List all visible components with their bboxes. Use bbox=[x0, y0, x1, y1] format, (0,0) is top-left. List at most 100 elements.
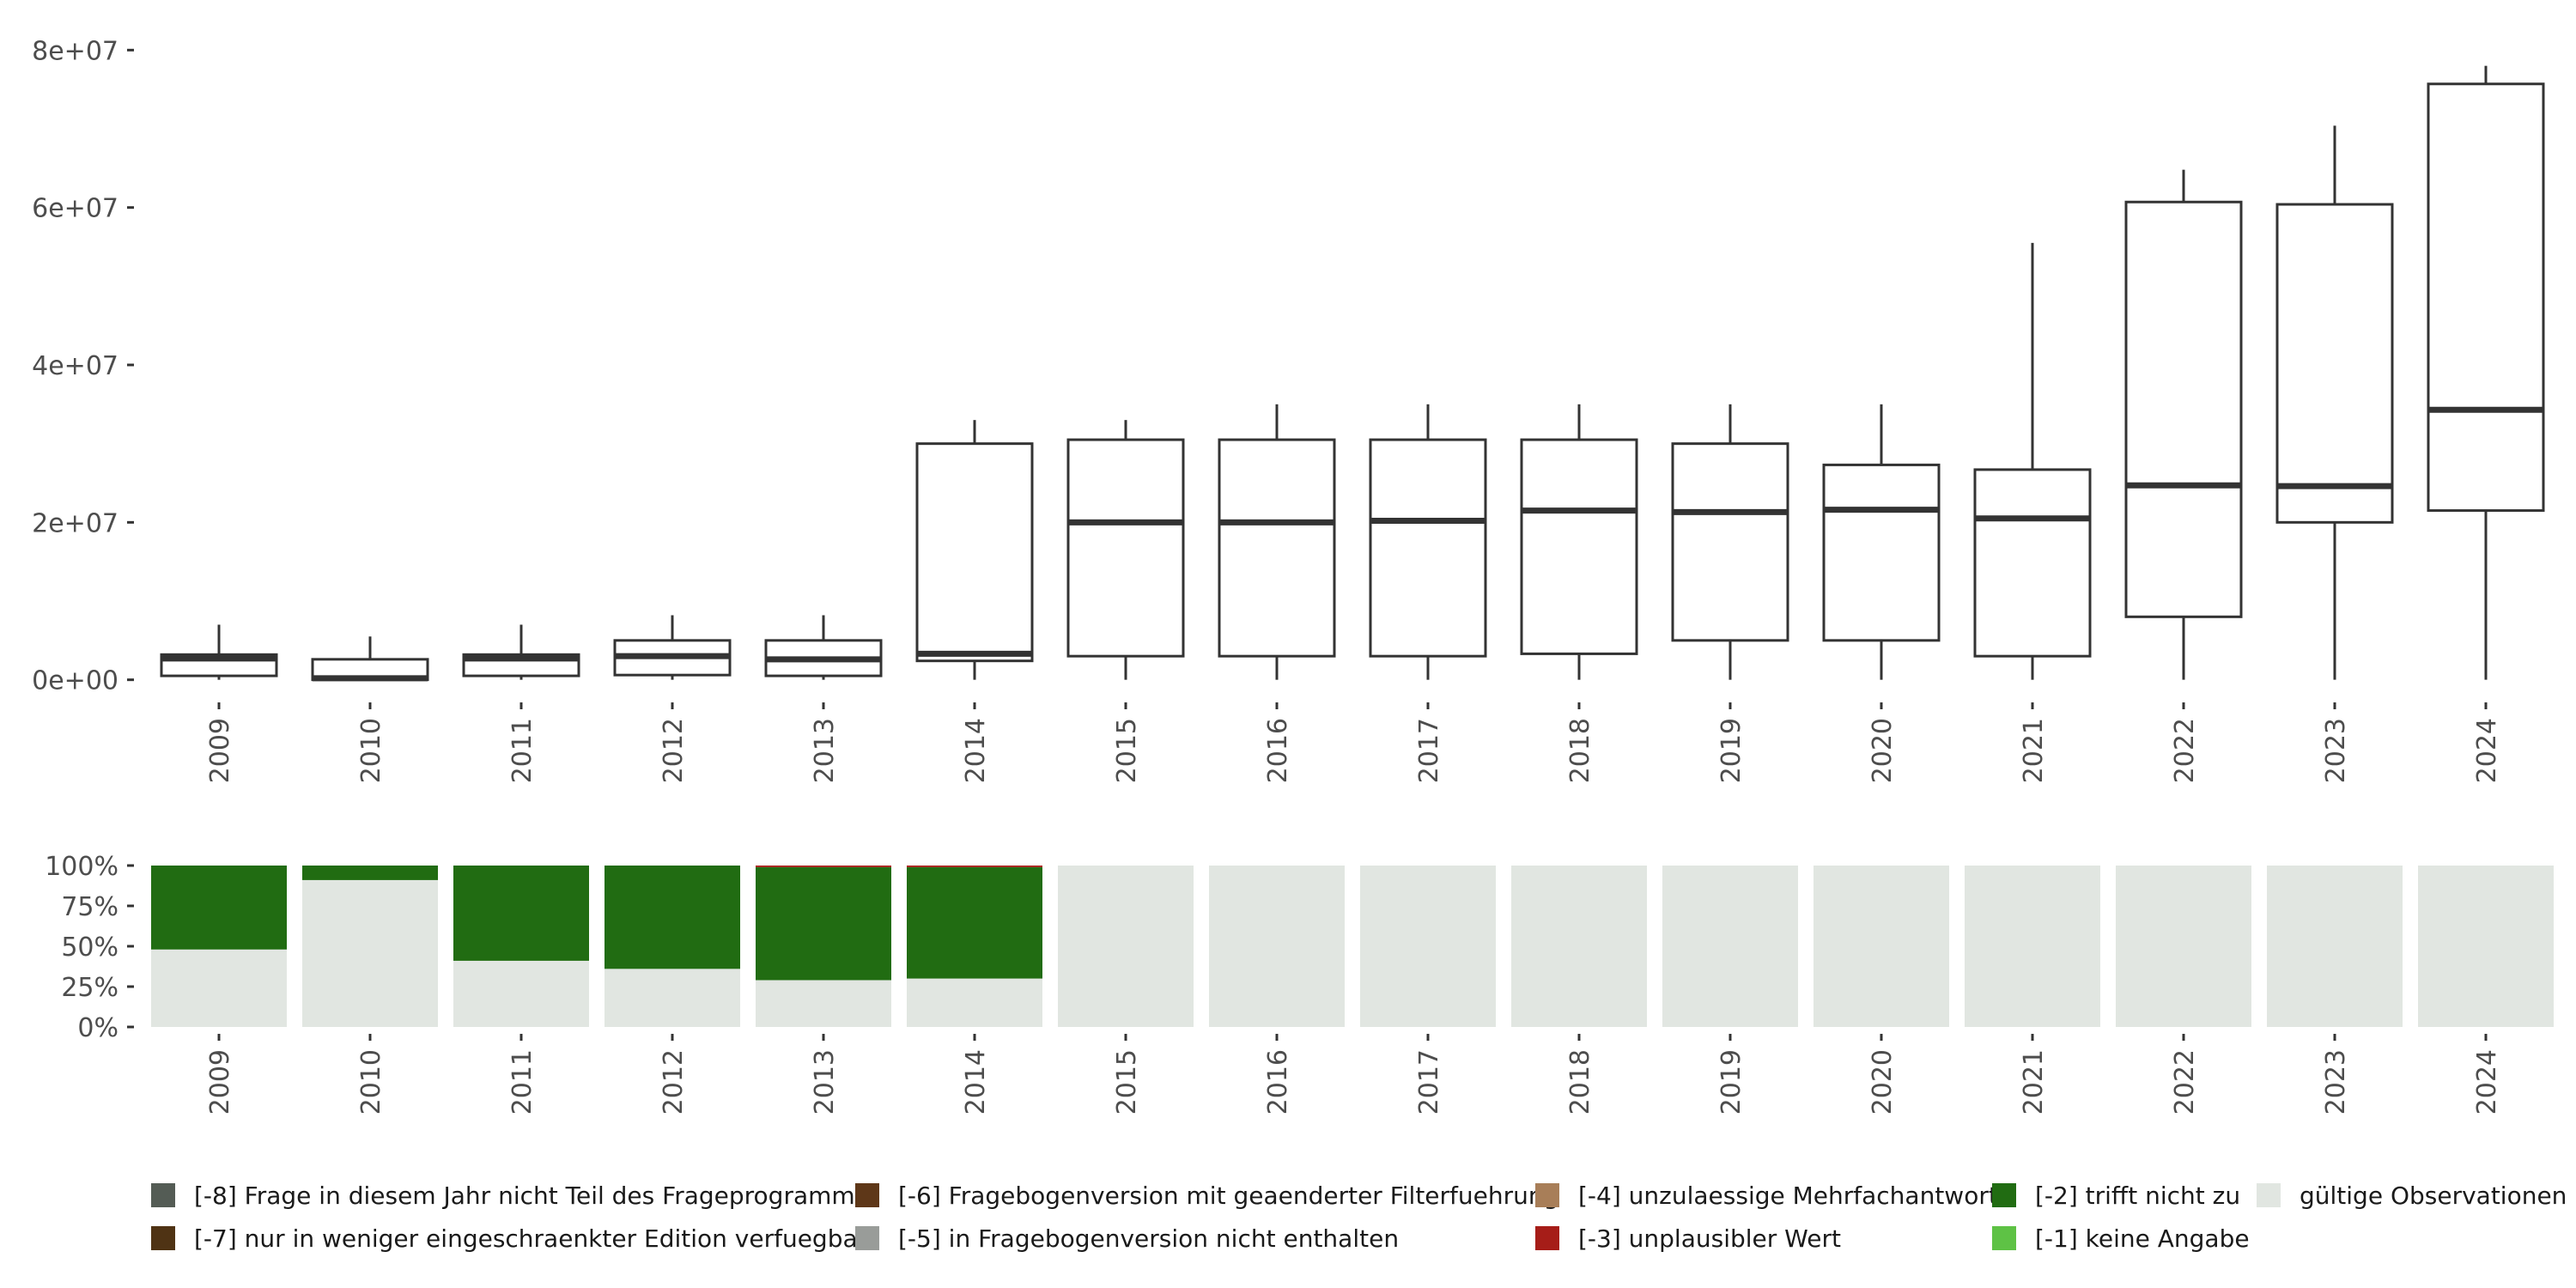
box-body bbox=[1973, 468, 2092, 658]
bar-2019 bbox=[1662, 866, 1798, 1027]
legend-label-minus5: [-5] in Fragebogenversion nicht enthalte… bbox=[898, 1224, 1400, 1253]
legend-item-minus5: [-5] in Fragebogenversion nicht enthalte… bbox=[855, 1219, 1399, 1257]
y-tick-label: 0e+00 bbox=[32, 666, 118, 696]
box-2014 bbox=[915, 420, 1034, 680]
legend-item-valid: gültige Observationen bbox=[2257, 1176, 2567, 1214]
bar-2021 bbox=[1965, 866, 2100, 1027]
box-2009 bbox=[160, 624, 278, 680]
legend-swatch-minus2 bbox=[1992, 1183, 2016, 1207]
box-2013 bbox=[764, 615, 883, 680]
bar-segment bbox=[302, 879, 438, 1027]
legend-item-minus1: [-1] keine Angabe bbox=[1992, 1219, 2250, 1257]
legend-label-minus1: [-1] keine Angabe bbox=[2035, 1224, 2250, 1253]
bar-segment bbox=[1058, 866, 1194, 1027]
x-tick-label: 2011 bbox=[507, 718, 538, 783]
box-body bbox=[1369, 438, 1487, 658]
x-tick-label: 2022 bbox=[2170, 1049, 2200, 1115]
bar-segment bbox=[1360, 866, 1496, 1027]
box-body bbox=[2124, 200, 2243, 618]
bar-segment bbox=[605, 969, 740, 1027]
bar-2010 bbox=[302, 866, 438, 1027]
x-tick-label: 2019 bbox=[1716, 1049, 1747, 1115]
x-tick-label: 2017 bbox=[1414, 718, 1444, 783]
legend-swatch-minus5 bbox=[855, 1226, 879, 1250]
x-tick-label: 2014 bbox=[961, 1049, 991, 1115]
bar-segment bbox=[907, 866, 1042, 867]
x-tick-label: 2012 bbox=[659, 718, 689, 783]
bar-segment bbox=[907, 978, 1042, 1027]
x-tick-label: 2018 bbox=[1565, 1049, 1595, 1115]
legend-swatch-valid bbox=[2257, 1183, 2281, 1207]
bar-segment bbox=[2418, 866, 2554, 1027]
boxplot-panel: 0e+00 2e+07 4e+07 6e+07 8e+07 2009 2010 2011 201… bbox=[32, 36, 2545, 783]
legend-item-minus2: [-2] trifft nicht zu bbox=[1992, 1176, 2240, 1214]
bar-segment bbox=[302, 866, 438, 880]
bar-segment bbox=[151, 866, 287, 950]
bar-segment bbox=[2116, 866, 2251, 1027]
box-2010 bbox=[311, 636, 429, 682]
bar-segment bbox=[1814, 866, 1949, 1027]
x-tick-label: 2024 bbox=[2472, 718, 2502, 783]
box-2020 bbox=[1822, 404, 1941, 680]
legend-swatch-minus3 bbox=[1535, 1226, 1559, 1250]
box-body bbox=[2275, 203, 2394, 524]
box-2024 bbox=[2427, 65, 2545, 680]
x-tick-label: 2020 bbox=[1868, 718, 1898, 783]
bar-2015 bbox=[1058, 866, 1194, 1027]
y-tick-label: 0% bbox=[77, 1013, 118, 1043]
box-2015 bbox=[1066, 420, 1185, 680]
bar-segment bbox=[1209, 866, 1345, 1027]
y-tick-label: 4e+07 bbox=[32, 351, 118, 381]
bar-2011 bbox=[453, 866, 589, 1027]
bar-2024 bbox=[2418, 866, 2554, 1027]
x-tick-label: 2011 bbox=[507, 1049, 538, 1115]
bar-2017 bbox=[1360, 866, 1496, 1027]
y-tick-label: 2e+07 bbox=[32, 508, 118, 538]
x-tick-label: 2015 bbox=[1112, 718, 1142, 783]
x-tick-label: 2018 bbox=[1565, 718, 1595, 783]
legend-label-valid: gültige Observationen bbox=[2300, 1181, 2567, 1210]
legend: [-8] Frage in diesem Jahr nicht Teil des… bbox=[151, 1176, 2573, 1259]
legend-swatch-minus7 bbox=[151, 1226, 175, 1250]
legend-swatch-minus8 bbox=[151, 1183, 175, 1207]
box-body bbox=[1520, 438, 1638, 655]
y-tick-label: 6e+07 bbox=[32, 194, 118, 224]
x-tick-label: 2022 bbox=[2170, 718, 2200, 783]
x-tick-label: 2016 bbox=[1263, 1049, 1293, 1115]
box-2019 bbox=[1671, 404, 1789, 680]
x-tick-label: 2023 bbox=[2321, 718, 2351, 783]
legend-label-minus3: [-3] unplausibler Wert bbox=[1578, 1224, 1841, 1253]
legend-item-minus3: [-3] unplausibler Wert bbox=[1535, 1219, 1841, 1257]
x-tick-label: 2013 bbox=[810, 718, 840, 783]
x-tick-label: 2010 bbox=[356, 1049, 386, 1115]
x-tick-label: 2009 bbox=[205, 1049, 235, 1115]
bar-2013 bbox=[756, 866, 891, 1027]
x-tick-label: 2016 bbox=[1263, 718, 1293, 783]
legend-item-minus6: [-6] Fragebogenversion mit geaenderter F… bbox=[855, 1176, 1558, 1214]
box-body bbox=[1822, 463, 1941, 642]
bar-2020 bbox=[1814, 866, 1949, 1027]
x-tick-label: 2015 bbox=[1112, 1049, 1142, 1115]
x-tick-label: 2024 bbox=[2472, 1049, 2502, 1115]
x-tick-label: 2010 bbox=[356, 718, 386, 783]
x-tick-label: 2019 bbox=[1716, 718, 1747, 783]
x-tick-label: 2013 bbox=[810, 1049, 840, 1115]
legend-swatch-minus1 bbox=[1992, 1226, 2016, 1250]
legend-label-minus4: [-4] unzulaessige Mehrfachantwort bbox=[1578, 1181, 1998, 1210]
legend-item-minus8: [-8] Frage in diesem Jahr nicht Teil des… bbox=[151, 1176, 867, 1214]
bar-segment bbox=[453, 866, 589, 961]
x-tick-label: 2017 bbox=[1414, 1049, 1444, 1115]
x-tick-label: 2020 bbox=[1868, 1049, 1898, 1115]
bar-segment bbox=[151, 949, 287, 1027]
x-tick-label: 2023 bbox=[2321, 1049, 2351, 1115]
y-tick-label: 8e+07 bbox=[32, 36, 118, 66]
y-tick-label: 50% bbox=[61, 933, 118, 963]
bar-2016 bbox=[1209, 866, 1345, 1027]
bar-segment bbox=[1511, 866, 1647, 1027]
bar-segment bbox=[1965, 866, 2100, 1027]
y-tick-label: 100% bbox=[45, 852, 118, 882]
bar-2014 bbox=[907, 866, 1042, 1027]
x-tick-label: 2012 bbox=[659, 1049, 689, 1115]
bar-2018 bbox=[1511, 866, 1647, 1027]
